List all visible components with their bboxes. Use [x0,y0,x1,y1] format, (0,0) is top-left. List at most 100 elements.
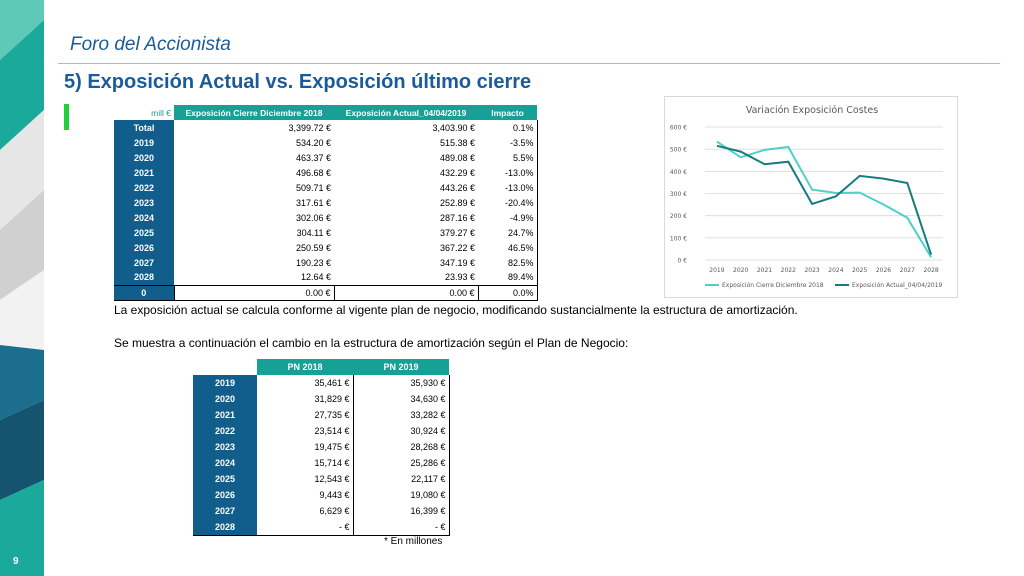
cell-impact: -20.4% [478,195,538,210]
cell-impact: 24.7% [478,225,538,240]
exposure-table-body: Total 3,399.72 € 3,403.90 €0.1% 2019 534.20 … [114,120,538,301]
chart-title: Variación Exposición Costes [746,105,878,116]
row-label: 2019 [114,135,174,150]
x-tick-label: 2026 [876,267,891,274]
series-line-2 [716,144,933,256]
y-tick-label: 600 € [670,125,687,132]
row-label: 2020 [193,391,257,407]
pn-table-body: 2019 35,461 €35,930 €2020 31,829 €34,630 €… [193,375,450,536]
green-marker [64,104,69,130]
cell-pn2019: - € [353,519,450,536]
row-label: 2023 [193,439,257,455]
row-label: Total [114,120,174,135]
table-row: 2021 496.68 € 432.29 € -13.0% [114,165,538,180]
exposure-chart: Variación Exposición Costes 0 € 100 € 200 €… [664,96,958,298]
table-row: 2026 250.59 € 367.22 €46.5% [114,240,538,255]
footnote: * En millones [384,536,443,547]
cell-pn2018: 15,714 € [257,455,354,471]
row-label: 2021 [193,407,257,423]
table-row: 2028- € - € [193,519,450,536]
x-tick-label: 2020 [733,267,748,274]
series-line-1 [716,140,932,258]
cell-pn2019: 28,268 € [353,439,450,455]
pn-table: PN 2018 PN 2019 2019 35,461 €35,930 €2020… [193,359,450,536]
cell-dec2018: 12.64 € [300,272,331,283]
table-row: 2025 304.11 € 379.27 €24.7% [114,225,538,240]
table-row: 2021 27,735 €33,282 € [193,407,450,423]
cell-pn2019: 19,080 € [353,487,450,503]
paragraph-exposure-note: La exposición actual se calcula conforme… [114,303,798,317]
cell-impact: -13.0% [478,180,538,195]
cell-actual: 489.08 € [439,152,475,163]
x-tick-label: 2022 [781,267,796,274]
cell-pn2018: 23,514 € [257,423,354,439]
cell-pn2019: 33,282 € [353,407,450,423]
row-label: 2022 [114,180,174,195]
row-label: 2027 [193,503,257,519]
table-row: Total 3,399.72 € 3,403.90 €0.1% [114,120,538,135]
cell-pn2019: 34,630 € [353,391,450,407]
x-tick-label: 2024 [828,267,843,274]
table-row: 2019 534.20 € 515.38 € -3.5% [114,135,538,150]
row-label: 2022 [193,423,257,439]
cell-impact: -13.0% [478,165,538,180]
cell-actual: 443.26 € [439,182,475,193]
col-header-pn2018: PN 2018 [257,359,353,375]
cell-pn2018: 31,829 € [257,391,354,407]
row-label: 2025 [193,471,257,487]
col-header-actual: Exposición Actual_04/04/2019 [334,105,478,120]
cell-actual: 347.19 € [439,257,475,268]
row-label: 0 [114,284,174,301]
cell-pn2018: 27,735 € [257,407,354,423]
decorative-side-strip [0,0,44,576]
exposure-table-header: mill € Exposición Cierre Diciembre 2018 … [114,105,537,120]
table-row: 2027 190.23 € 347.19 €82.5% [114,255,538,270]
table-row: 2022 509.71 € 443.26 € -13.0% [114,180,538,195]
unit-label: mill € [114,105,174,120]
cell-impact: -3.5% [478,135,538,150]
cell-impact: 46.5% [478,240,538,255]
table-row: 2022 23,514 €30,924 € [193,423,450,439]
cell-dec2018: 304.11 € [296,227,331,238]
cell-pn2019: 30,924 € [353,423,450,439]
x-tick-label: 2021 [757,267,772,274]
cell-actual: 252.89 € [439,197,475,208]
slide-number: 9 [13,556,19,567]
cell-pn2019: 25,286 € [353,455,450,471]
paragraph-pn-intro: Se muestra a continuación el cambio en l… [114,336,629,350]
cell-pn2019: 35,930 € [353,375,450,391]
y-tick-label: 200 € [670,213,687,220]
cell-dec2018: 534.20 € [295,137,331,148]
row-label: 2026 [114,240,174,255]
table-row: 2019 35,461 €35,930 € [193,375,450,391]
row-label: 2028 [193,519,257,536]
row-label: 2027 [114,255,174,270]
cell-impact: 5.5% [478,150,538,165]
table-row: 0 0.00 €0.00 €0.0% [114,284,538,301]
x-tick-label: 2023 [804,267,819,274]
cell-dec2018: 190.23 € [295,257,331,268]
y-tick-label: 100 € [670,235,687,242]
row-label: 2020 [114,150,174,165]
cell-pn2019: 22,117 € [353,471,450,487]
cell-impact: 0.1% [478,120,538,135]
x-tick-label: 2025 [852,267,867,274]
table-row: 2026 9,443 €19,080 € [193,487,450,503]
section-title: 5) Exposición Actual vs. Exposición últi… [64,71,532,93]
cell-pn2018: 19,475 € [257,439,354,455]
row-label: 2021 [114,165,174,180]
cell-pn2018: - € [257,519,354,536]
cell-dec2018: 0.00 € [173,284,335,301]
cell-actual: 515.38 € [439,137,475,148]
pn-header-blank [193,359,257,375]
cell-pn2018: 35,461 € [257,375,354,391]
row-label: 2019 [193,375,257,391]
cell-pn2019: 16,399 € [353,503,450,519]
cell-actual: 379.27 € [439,227,475,238]
col-header-dec2018: Exposición Cierre Diciembre 2018 [174,105,334,120]
x-tick-label: 2028 [923,267,938,274]
cell-impact: 82.5% [478,255,538,270]
cell-impact: 89.4% [478,270,538,285]
row-label: 2026 [193,487,257,503]
table-row: 2027 6,629 €16,399 € [193,503,450,519]
